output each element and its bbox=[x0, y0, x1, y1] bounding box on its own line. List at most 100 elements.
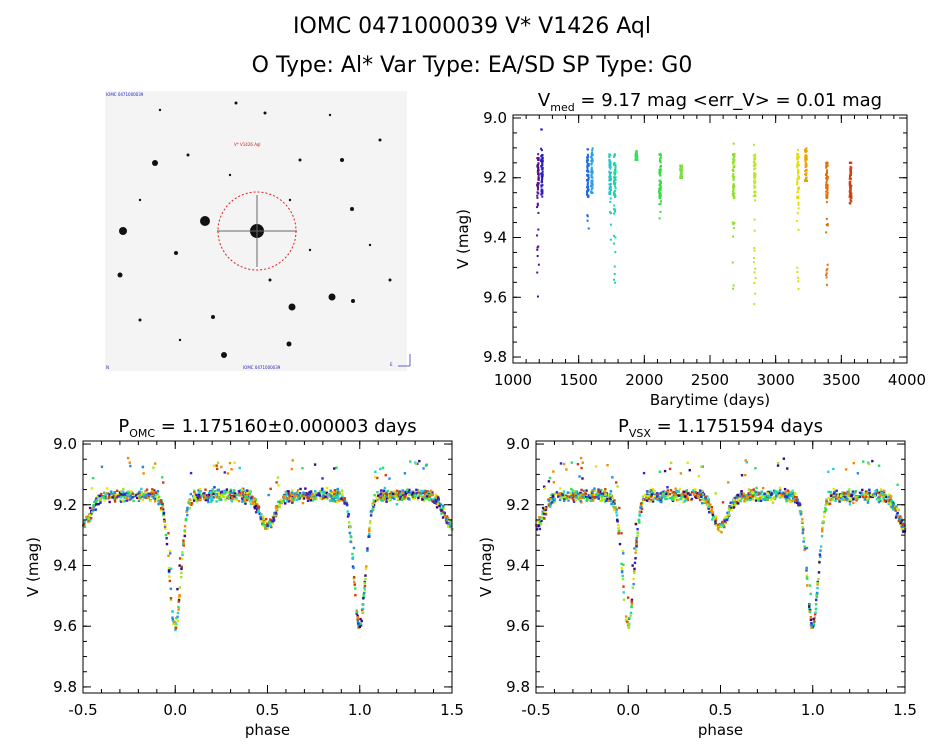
data-point bbox=[95, 499, 98, 502]
data-point bbox=[391, 496, 395, 500]
data-point bbox=[204, 488, 207, 491]
data-point bbox=[636, 531, 639, 534]
data-point bbox=[659, 188, 662, 191]
data-point bbox=[756, 493, 760, 496]
data-point bbox=[536, 234, 539, 237]
data-point bbox=[826, 185, 829, 188]
finder-star bbox=[178, 338, 182, 342]
data-point bbox=[275, 481, 278, 484]
data-point bbox=[209, 490, 213, 494]
data-point bbox=[252, 500, 255, 503]
data-point bbox=[825, 508, 828, 511]
data-point bbox=[825, 196, 828, 199]
data-point bbox=[798, 502, 801, 505]
data-point bbox=[894, 509, 897, 512]
data-point bbox=[318, 494, 322, 497]
data-point bbox=[614, 172, 617, 175]
data-point bbox=[737, 502, 740, 505]
data-point bbox=[85, 518, 89, 521]
finder-star bbox=[288, 198, 292, 202]
data-point bbox=[99, 497, 102, 500]
data-point bbox=[169, 552, 172, 555]
data-point bbox=[421, 496, 424, 499]
data-point bbox=[192, 499, 196, 502]
data-point bbox=[291, 459, 294, 462]
data-point bbox=[579, 499, 582, 503]
finder-star bbox=[234, 101, 238, 105]
data-point bbox=[791, 499, 794, 502]
data-point bbox=[425, 492, 429, 496]
data-point bbox=[337, 493, 340, 497]
data-point bbox=[832, 467, 835, 471]
data-point bbox=[435, 506, 439, 509]
data-point bbox=[374, 470, 377, 474]
data-point bbox=[220, 465, 223, 469]
data-point bbox=[701, 465, 704, 468]
data-point bbox=[620, 566, 624, 570]
data-point bbox=[291, 495, 295, 498]
data-point bbox=[814, 607, 818, 611]
data-point bbox=[183, 534, 186, 538]
finder-star bbox=[186, 153, 190, 157]
data-point bbox=[869, 495, 872, 498]
data-point bbox=[866, 497, 869, 500]
data-point bbox=[707, 511, 711, 514]
data-point bbox=[403, 472, 407, 475]
data-point bbox=[860, 491, 863, 494]
data-point bbox=[749, 489, 753, 492]
data-point bbox=[229, 491, 232, 494]
data-point bbox=[825, 193, 828, 196]
data-point bbox=[552, 470, 555, 473]
data-point bbox=[270, 519, 273, 522]
data-point bbox=[334, 500, 337, 503]
data-point bbox=[212, 464, 216, 467]
data-point bbox=[615, 511, 618, 514]
data-point bbox=[562, 493, 566, 496]
data-point bbox=[245, 498, 249, 502]
data-point bbox=[849, 182, 852, 185]
data-point bbox=[253, 505, 256, 509]
data-point bbox=[590, 154, 593, 157]
data-point bbox=[271, 522, 274, 526]
data-point bbox=[650, 490, 654, 494]
data-point bbox=[557, 495, 560, 498]
data-point bbox=[137, 499, 141, 503]
data-point bbox=[849, 176, 852, 179]
data-point bbox=[536, 163, 539, 166]
data-point bbox=[216, 461, 220, 465]
data-point bbox=[770, 498, 773, 501]
data-point bbox=[814, 603, 818, 606]
data-point bbox=[805, 176, 808, 179]
data-point bbox=[207, 493, 211, 497]
data-point bbox=[613, 499, 616, 502]
data-point bbox=[251, 502, 255, 505]
data-point bbox=[164, 533, 168, 537]
data-point bbox=[825, 498, 828, 501]
data-point bbox=[776, 464, 780, 467]
data-point bbox=[306, 492, 310, 496]
data-point bbox=[291, 489, 294, 492]
data-point bbox=[613, 265, 616, 268]
finder-star bbox=[211, 315, 215, 319]
data-point bbox=[285, 492, 289, 495]
data-point bbox=[573, 491, 577, 495]
data-point bbox=[319, 492, 322, 495]
data-point bbox=[108, 496, 111, 499]
data-point bbox=[797, 201, 800, 204]
data-point bbox=[826, 224, 829, 227]
data-point bbox=[719, 523, 723, 527]
data-point bbox=[622, 563, 625, 567]
data-point bbox=[269, 518, 272, 521]
data-point bbox=[714, 517, 718, 520]
data-point bbox=[754, 499, 758, 502]
data-point bbox=[246, 494, 249, 498]
data-point bbox=[754, 167, 757, 170]
data-point bbox=[325, 491, 329, 495]
data-point bbox=[349, 540, 352, 543]
data-point bbox=[883, 493, 887, 497]
data-point bbox=[686, 495, 690, 499]
x-tick-label: 1.5 bbox=[440, 701, 464, 719]
data-point bbox=[210, 500, 213, 503]
data-point bbox=[733, 154, 736, 157]
data-point bbox=[591, 495, 594, 499]
